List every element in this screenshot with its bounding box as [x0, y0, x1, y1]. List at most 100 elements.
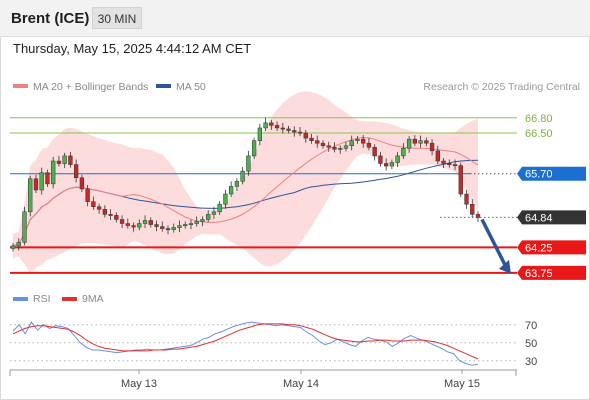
candle-body: [200, 219, 205, 222]
ma20-legend-swatch: [13, 84, 28, 88]
level-63-75-label: 63.75: [525, 268, 553, 280]
ma20-legend-label: MA 20 + Bollinger Bands: [33, 81, 148, 93]
candle-body: [137, 223, 142, 228]
candle-body: [401, 148, 406, 157]
ma50-legend-label: MA 50: [176, 81, 206, 93]
candle-body: [315, 140, 320, 144]
candle-body: [447, 163, 452, 165]
candle-body: [183, 224, 188, 226]
candle-body: [452, 164, 458, 167]
candle-body: [56, 160, 62, 164]
candle-body: [22, 211, 27, 243]
level-64-25-tag: [517, 240, 586, 255]
candle-body: [68, 155, 73, 165]
candle-body: [429, 142, 435, 152]
candle-body: [378, 155, 383, 164]
ma20-line: [12, 136, 479, 247]
candle-body: [228, 186, 234, 195]
credit-text: Research © 2025 Trading Central: [423, 81, 580, 93]
candle-body: [343, 145, 349, 149]
candle-body: [39, 172, 44, 191]
candle-body: [332, 147, 337, 150]
candle-body: [338, 148, 343, 150]
rsi-tick-70: 70: [525, 320, 537, 332]
candle-body: [292, 130, 297, 133]
candle-body: [251, 140, 257, 157]
ma50-legend-swatch: [156, 84, 171, 88]
candle-body: [211, 211, 217, 215]
candle-body: [280, 127, 285, 130]
candle-body: [274, 125, 280, 129]
candle-body: [165, 228, 171, 231]
candle-body: [16, 242, 21, 247]
level-65-70-label: 65.70: [525, 169, 553, 181]
rsi-legend-label: RSI: [33, 293, 51, 305]
candle-body: [62, 155, 67, 164]
ma9-legend-swatch: [62, 297, 77, 301]
candle-body: [125, 223, 130, 226]
candle-body: [85, 188, 90, 202]
candle-body: [355, 138, 360, 141]
level-66-50-label: 66.50: [525, 128, 553, 140]
level-64-84-tag: [517, 210, 586, 225]
level-65-70-tag: [517, 166, 586, 181]
candle-body: [108, 214, 113, 216]
candle-body: [383, 163, 389, 167]
candle-body: [160, 226, 165, 229]
candle-body: [194, 221, 199, 224]
candle-body: [246, 155, 251, 172]
candle-body: [91, 201, 96, 208]
candle-body: [435, 150, 440, 162]
candle-body: [33, 178, 39, 191]
rsi-tick-50: 50: [525, 338, 537, 350]
candle-body: [389, 162, 395, 167]
candle-body: [171, 227, 176, 230]
candle-body: [406, 138, 412, 149]
candle-body: [240, 170, 245, 182]
candle-body: [349, 140, 354, 147]
candle-body: [102, 209, 108, 215]
candle-body: [45, 172, 50, 185]
candle-body: [424, 140, 429, 144]
candle-body: [217, 203, 222, 213]
level-64-25-label: 64.25: [525, 242, 553, 254]
rsi-tick-30: 30: [525, 356, 537, 368]
candle-body: [234, 181, 240, 187]
candle-body: [257, 127, 263, 141]
x-tick-label-may13: May 13: [121, 378, 157, 390]
candle-body: [326, 145, 331, 148]
candle-body: [28, 178, 33, 213]
timeframe-badge[interactable]: 30 MIN: [92, 7, 142, 29]
timestamp: Thursday, May 15, 2025 4:44:12 AM CET: [13, 41, 252, 56]
candle-body: [320, 142, 326, 146]
rsi-legend-swatch: [13, 297, 28, 301]
candle-body: [418, 140, 423, 144]
candle-body: [470, 203, 475, 215]
candle-body: [73, 164, 79, 179]
bollinger-band: [13, 91, 478, 274]
candle-body: [366, 142, 372, 148]
candle-body: [286, 128, 291, 131]
candle-body: [372, 147, 377, 157]
candle-body: [79, 177, 85, 190]
candle-body: [148, 220, 153, 225]
level-66-80-label: 66.80: [525, 113, 553, 125]
candle-body: [96, 206, 102, 210]
candle-body: [10, 245, 16, 249]
candle-body: [361, 138, 366, 144]
x-tick-label-may14: May 14: [283, 378, 319, 390]
candle-body: [441, 160, 446, 164]
level-64-84-label: 64.84: [525, 212, 553, 224]
candle-body: [458, 165, 463, 195]
candle-body: [206, 214, 211, 220]
target-arrow-head: [499, 259, 511, 274]
candle-body: [269, 122, 274, 126]
target-arrow-shaft: [480, 218, 508, 268]
candle-body: [297, 131, 303, 134]
candle-body: [464, 193, 469, 205]
candle-body: [131, 225, 136, 228]
candle-body: [412, 138, 418, 144]
candle-body: [223, 193, 228, 205]
candle-body: [142, 220, 148, 224]
